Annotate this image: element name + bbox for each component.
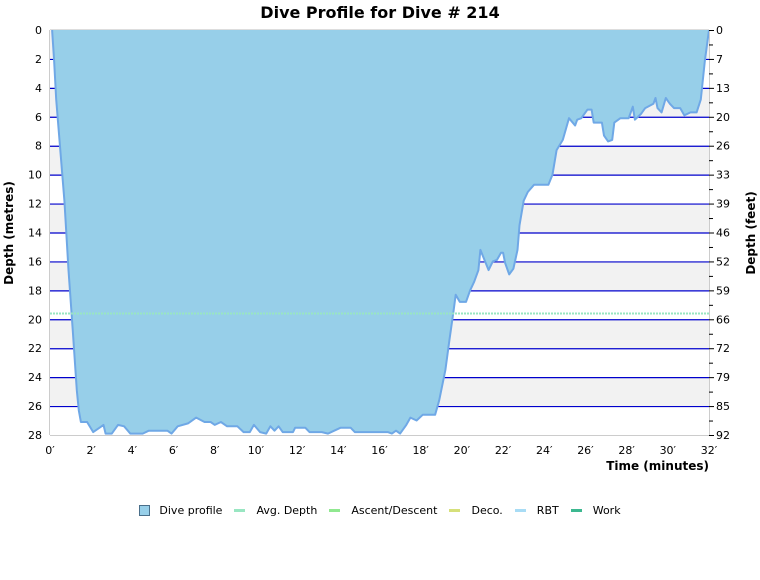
y2-tick-label: 79 bbox=[716, 371, 730, 384]
x-tick-label: 30′ bbox=[660, 444, 677, 457]
x-axis-label: Time (minutes) bbox=[606, 459, 709, 473]
y-tick-label: 26 bbox=[28, 400, 42, 413]
x-tick-label: 6′ bbox=[169, 444, 179, 457]
y-tick-label: 0 bbox=[35, 24, 42, 37]
y2-tick-label: 66 bbox=[716, 313, 730, 326]
y-tick-label: 4 bbox=[35, 82, 42, 95]
y-tick-label: 24 bbox=[28, 371, 42, 384]
y2-tick-label: 85 bbox=[716, 400, 730, 413]
x-tick-label: 32′ bbox=[701, 444, 718, 457]
y-tick-label: 12 bbox=[28, 198, 42, 211]
legend-item[interactable]: Deco. bbox=[449, 504, 503, 517]
y2-tick-label: 59 bbox=[716, 284, 730, 297]
legend-line-icon bbox=[449, 509, 461, 512]
legend-line-icon bbox=[570, 509, 582, 512]
y2-tick-label: 26 bbox=[716, 140, 730, 153]
legend-label: Work bbox=[592, 504, 621, 517]
legend-line-icon bbox=[514, 509, 526, 512]
y-tick-label: 20 bbox=[28, 313, 42, 326]
x-tick-label: 8′ bbox=[210, 444, 220, 457]
legend-label: RBT bbox=[536, 504, 559, 517]
y2-tick-label: 52 bbox=[716, 255, 730, 268]
y2-tick-label: 13 bbox=[716, 82, 730, 95]
legend-line-icon bbox=[234, 509, 246, 512]
legend-item[interactable]: RBT bbox=[514, 504, 559, 517]
legend-label: Dive profile bbox=[159, 504, 223, 517]
y-tick-label: 14 bbox=[28, 227, 42, 240]
x-axis-ticks: 0′ 2′ 4′ 6′ 8′ 10′ 12′ 14′ 16′ 18′ 20′ 22′ 24′ 26′ 28′… bbox=[45, 444, 717, 457]
y2-tick-label: 20 bbox=[716, 111, 730, 124]
y-tick-label: 2 bbox=[35, 53, 42, 66]
x-tick-label: 28′ bbox=[618, 444, 635, 457]
y2-tick-label: 72 bbox=[716, 342, 730, 355]
x-tick-label: 10′ bbox=[248, 444, 265, 457]
x-tick-label: 12′ bbox=[289, 444, 306, 457]
legend-item[interactable]: Avg. Depth bbox=[234, 504, 317, 517]
chart-title: Dive Profile for Dive # 214 bbox=[260, 3, 499, 22]
x-tick-label: 16′ bbox=[371, 444, 388, 457]
y2-tick-label: 7 bbox=[716, 53, 723, 66]
y-tick-label: 6 bbox=[35, 111, 42, 124]
legend-item[interactable]: Ascent/Descent bbox=[329, 504, 437, 517]
legend-label: Ascent/Descent bbox=[351, 504, 438, 517]
x-tick-label: 0′ bbox=[45, 444, 55, 457]
chart-legend: Dive profile Avg. Depth Ascent/Descent Deco… bbox=[0, 504, 760, 517]
x-tick-label: 24′ bbox=[536, 444, 553, 457]
y-tick-label: 8 bbox=[35, 140, 42, 153]
legend-label: Deco. bbox=[471, 504, 503, 517]
legend-item[interactable]: Work bbox=[570, 504, 621, 517]
x-tick-label: 26′ bbox=[577, 444, 594, 457]
y2-tick-label: 39 bbox=[716, 198, 730, 211]
y-tick-label: 22 bbox=[28, 342, 42, 355]
y-tick-label: 10 bbox=[28, 169, 42, 182]
legend-box-icon bbox=[139, 505, 151, 516]
y2-tick-label: 33 bbox=[716, 169, 730, 182]
y-tick-label: 18 bbox=[28, 284, 42, 297]
x-tick-label: 4′ bbox=[128, 444, 138, 457]
y-tick-label: 16 bbox=[28, 255, 42, 268]
y2-axis-label: Depth (feet) bbox=[744, 191, 758, 274]
dive-profile-area bbox=[51, 29, 710, 435]
y-tick-label: 28 bbox=[28, 429, 42, 442]
legend-label: Avg. Depth bbox=[256, 504, 318, 517]
x-tick-label: 2′ bbox=[86, 444, 96, 457]
y2-tick-label: 92 bbox=[716, 429, 730, 442]
x-tick-label: 18′ bbox=[412, 444, 429, 457]
y2-tick-label: 46 bbox=[716, 227, 730, 240]
y-axis-right-ticks: 0 7 13 20 26 33 39 46 52 59 66 72 79 85 92 bbox=[709, 24, 730, 442]
y-axis-label: Depth (metres) bbox=[2, 181, 16, 285]
x-tick-label: 14′ bbox=[330, 444, 347, 457]
x-tick-label: 20′ bbox=[454, 444, 471, 457]
x-tick-label: 22′ bbox=[495, 444, 512, 457]
y2-tick-label: 0 bbox=[716, 24, 723, 37]
legend-line-icon bbox=[329, 509, 341, 512]
legend-item[interactable]: Dive profile bbox=[139, 504, 222, 517]
